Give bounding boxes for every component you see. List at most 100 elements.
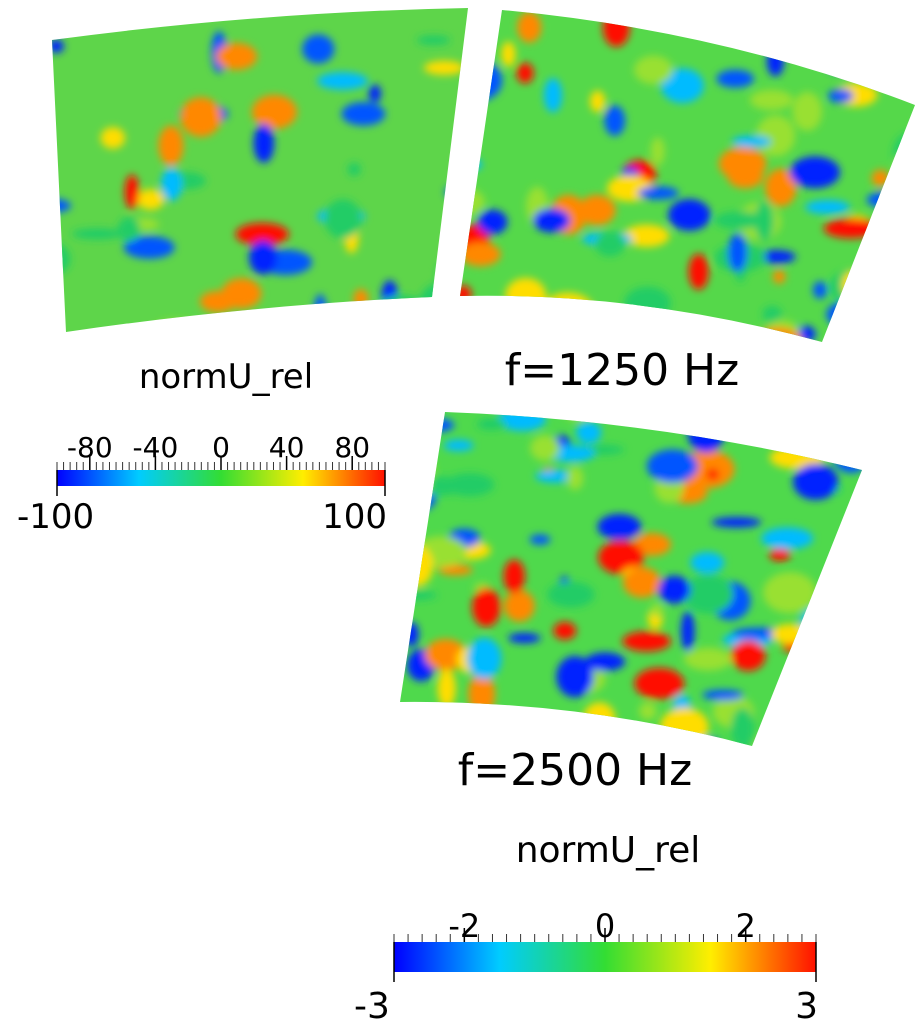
field-blob	[637, 186, 679, 200]
field-blob	[468, 673, 496, 716]
colorbar	[57, 470, 385, 486]
field-blob	[516, 62, 534, 84]
field-blob	[472, 587, 501, 627]
field-blob	[424, 638, 467, 671]
field-blob	[553, 621, 577, 640]
field-blob	[437, 668, 456, 708]
field-blob	[866, 191, 906, 209]
tick-label: 0	[212, 431, 230, 464]
field-blob	[753, 412, 798, 417]
field-blob	[403, 621, 419, 647]
field-blob	[793, 688, 824, 710]
field-blob	[683, 647, 733, 671]
field-blob	[535, 469, 576, 483]
field-blob	[813, 281, 827, 299]
field-blob	[419, 418, 455, 433]
field-blob	[766, 46, 784, 77]
field-blob	[199, 290, 237, 313]
field-blob	[437, 0, 467, 9]
field-blob	[769, 548, 791, 562]
field-blob	[668, 199, 711, 231]
field-blob	[688, 253, 709, 290]
field-blob	[401, 545, 434, 587]
field-blob	[779, 688, 819, 703]
colorbar-title: normU_rel	[516, 830, 701, 871]
field-blob	[764, 412, 797, 438]
field-blob	[698, 738, 720, 746]
field-blob	[460, 59, 503, 102]
field-blob	[563, 412, 593, 421]
field-blob	[402, 483, 437, 512]
end-label: -3	[354, 986, 390, 1026]
field-blob	[505, 277, 547, 314]
field-blob	[650, 137, 665, 166]
tick-label: 0	[595, 907, 615, 945]
field-blob	[578, 194, 616, 226]
field-blob	[634, 55, 673, 85]
field-blob	[658, 575, 691, 604]
field-blob	[438, 564, 473, 576]
field-blob	[392, 320, 446, 332]
field-blob	[117, 217, 141, 242]
field-blob	[100, 127, 126, 149]
field-blob	[477, 209, 508, 235]
field-blob	[825, 690, 862, 731]
field-blob	[597, 513, 642, 540]
field-blob	[805, 639, 847, 676]
field-blob	[687, 413, 725, 453]
field-blob	[828, 14, 854, 45]
field-blob	[675, 412, 707, 426]
field-blob	[634, 667, 685, 700]
field-blob	[460, 242, 501, 267]
field-blob	[851, 312, 884, 342]
field-blob	[622, 631, 671, 652]
colorbar	[394, 942, 816, 972]
field-panel	[437, 0, 915, 342]
field-blob	[799, 325, 815, 342]
field-blob	[504, 590, 535, 622]
field-blob	[530, 434, 560, 461]
field-blob	[646, 449, 698, 483]
field-blob	[594, 231, 626, 257]
field-blob	[400, 590, 438, 601]
field-blob	[602, 10, 630, 47]
field-blob	[869, 10, 888, 12]
field-blob	[827, 59, 871, 75]
field-blob	[584, 652, 626, 671]
field-blob	[702, 689, 744, 701]
field-blob	[797, 23, 851, 50]
field-blob	[757, 250, 796, 264]
panel-label: f=2500 Hz	[458, 745, 693, 796]
field-blob	[883, 327, 899, 341]
field-blob	[235, 222, 289, 246]
field-blob	[503, 559, 525, 594]
field-blob	[347, 162, 361, 177]
field-blob	[871, 169, 890, 187]
field-blob	[215, 43, 258, 70]
field-blob	[497, 412, 546, 432]
field-blob	[828, 89, 854, 103]
field-blob	[727, 164, 764, 189]
field-blob	[253, 123, 275, 163]
field-blob	[445, 473, 495, 497]
field-blob	[341, 102, 386, 126]
field-blob	[416, 35, 451, 46]
field-blob	[707, 327, 734, 339]
field-panel	[400, 412, 862, 746]
field-blob	[650, 602, 664, 618]
field-blob	[763, 572, 817, 614]
field-blob	[52, 197, 71, 214]
field-blob	[324, 199, 362, 239]
field-blob	[566, 466, 584, 491]
field-blob	[632, 532, 672, 556]
field-panel	[52, 8, 468, 332]
field-blob	[728, 233, 748, 272]
field-blob	[756, 115, 796, 157]
field-blob	[52, 304, 53, 322]
field-blob	[161, 167, 182, 201]
field-blob	[313, 294, 327, 332]
field-blob	[792, 91, 823, 131]
field-blob	[825, 417, 849, 434]
